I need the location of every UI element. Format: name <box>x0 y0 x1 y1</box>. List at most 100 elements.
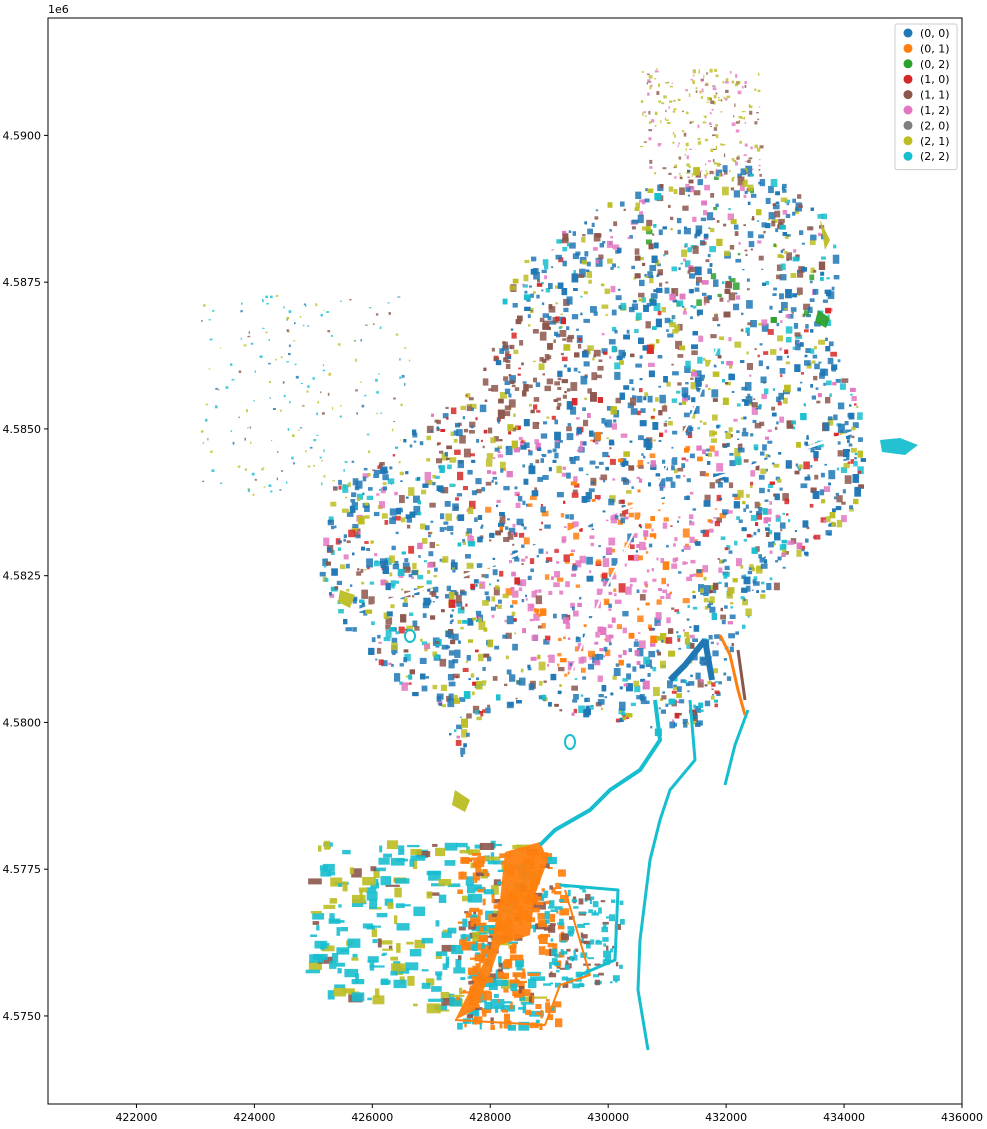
building-footprint <box>541 289 544 292</box>
building-footprint <box>580 375 588 385</box>
building-footprint <box>457 542 462 547</box>
building-footprint <box>856 405 859 408</box>
building-footprint <box>523 537 530 545</box>
building-footprint <box>787 519 791 523</box>
building-footprint <box>480 439 483 442</box>
building-footprint <box>612 675 617 680</box>
building-footprint <box>695 672 701 680</box>
building-footprint <box>773 243 777 247</box>
pier-block <box>567 926 575 930</box>
building-footprint <box>687 170 690 173</box>
port-block <box>460 871 465 880</box>
building-footprint <box>589 570 592 574</box>
building-footprint <box>638 478 643 483</box>
building-footprint <box>750 481 754 486</box>
building-footprint <box>792 256 800 262</box>
building-footprint <box>742 624 746 629</box>
building-footprint <box>638 524 642 527</box>
building-footprint <box>340 300 342 302</box>
building-footprint <box>674 712 680 719</box>
building-footprint <box>462 667 469 672</box>
pier-block <box>559 918 564 926</box>
building-footprint <box>819 372 825 379</box>
building-footprint <box>434 419 439 423</box>
building-footprint <box>775 514 780 519</box>
building-footprint <box>571 314 579 320</box>
forum-structure <box>880 438 918 455</box>
pier-block <box>572 983 580 989</box>
building-footprint <box>399 681 403 685</box>
building-footprint <box>661 638 669 643</box>
building-footprint <box>760 594 766 599</box>
building-footprint <box>712 582 719 590</box>
building-footprint <box>456 724 463 730</box>
building-footprint <box>373 469 381 475</box>
pier-block <box>560 940 567 943</box>
building-footprint <box>211 469 215 472</box>
building-footprint <box>741 86 744 89</box>
building-footprint <box>499 570 504 577</box>
building-footprint <box>515 319 522 325</box>
building-footprint <box>582 234 586 237</box>
building-footprint <box>772 412 777 417</box>
building-footprint <box>370 540 374 544</box>
building-footprint <box>399 663 404 667</box>
building-footprint <box>659 698 664 702</box>
building-footprint <box>857 470 862 474</box>
building-footprint <box>703 174 708 176</box>
building-footprint <box>462 416 465 420</box>
building-footprint <box>497 420 500 424</box>
industrial-block <box>530 924 539 929</box>
building-footprint <box>656 599 662 605</box>
building-footprint <box>712 650 719 657</box>
building-footprint <box>710 273 717 280</box>
building-footprint <box>478 515 483 520</box>
building-footprint <box>748 104 751 108</box>
building-footprint <box>542 454 547 458</box>
building-footprint <box>736 80 741 84</box>
building-footprint <box>621 506 629 515</box>
building-footprint <box>220 347 222 349</box>
building-footprint <box>601 332 605 336</box>
pier-block <box>608 914 616 922</box>
building-footprint <box>618 708 625 715</box>
building-footprint <box>639 388 643 393</box>
building-footprint <box>746 585 751 592</box>
building-footprint <box>767 488 770 493</box>
building-footprint <box>500 529 503 533</box>
building-footprint <box>515 697 518 700</box>
building-footprint <box>772 462 775 465</box>
building-footprint <box>710 126 712 127</box>
building-footprint <box>798 294 801 296</box>
building-footprint <box>794 530 797 532</box>
port-block <box>546 856 557 865</box>
building-footprint <box>779 368 786 374</box>
building-footprint <box>530 293 534 298</box>
building-footprint <box>750 146 753 150</box>
building-footprint <box>683 307 687 310</box>
building-footprint <box>792 346 796 350</box>
building-footprint <box>609 447 612 450</box>
port-block <box>557 925 565 930</box>
building-footprint <box>841 515 847 523</box>
building-footprint <box>757 354 760 358</box>
building-footprint <box>715 168 717 172</box>
building-footprint <box>595 441 599 445</box>
building-footprint <box>563 500 566 504</box>
building-footprint <box>552 448 557 453</box>
building-footprint <box>758 234 765 239</box>
building-footprint <box>760 563 768 569</box>
port-block <box>503 1001 512 1004</box>
building-footprint <box>418 555 421 558</box>
building-footprint <box>440 429 446 432</box>
building-footprint <box>594 641 599 645</box>
building-footprint <box>533 360 536 363</box>
building-footprint <box>644 392 649 397</box>
building-footprint <box>544 385 551 392</box>
building-footprint <box>534 487 538 491</box>
building-footprint <box>660 120 662 124</box>
building-footprint <box>426 580 432 585</box>
building-footprint <box>737 443 743 450</box>
building-footprint <box>849 505 854 510</box>
building-footprint <box>715 74 719 77</box>
